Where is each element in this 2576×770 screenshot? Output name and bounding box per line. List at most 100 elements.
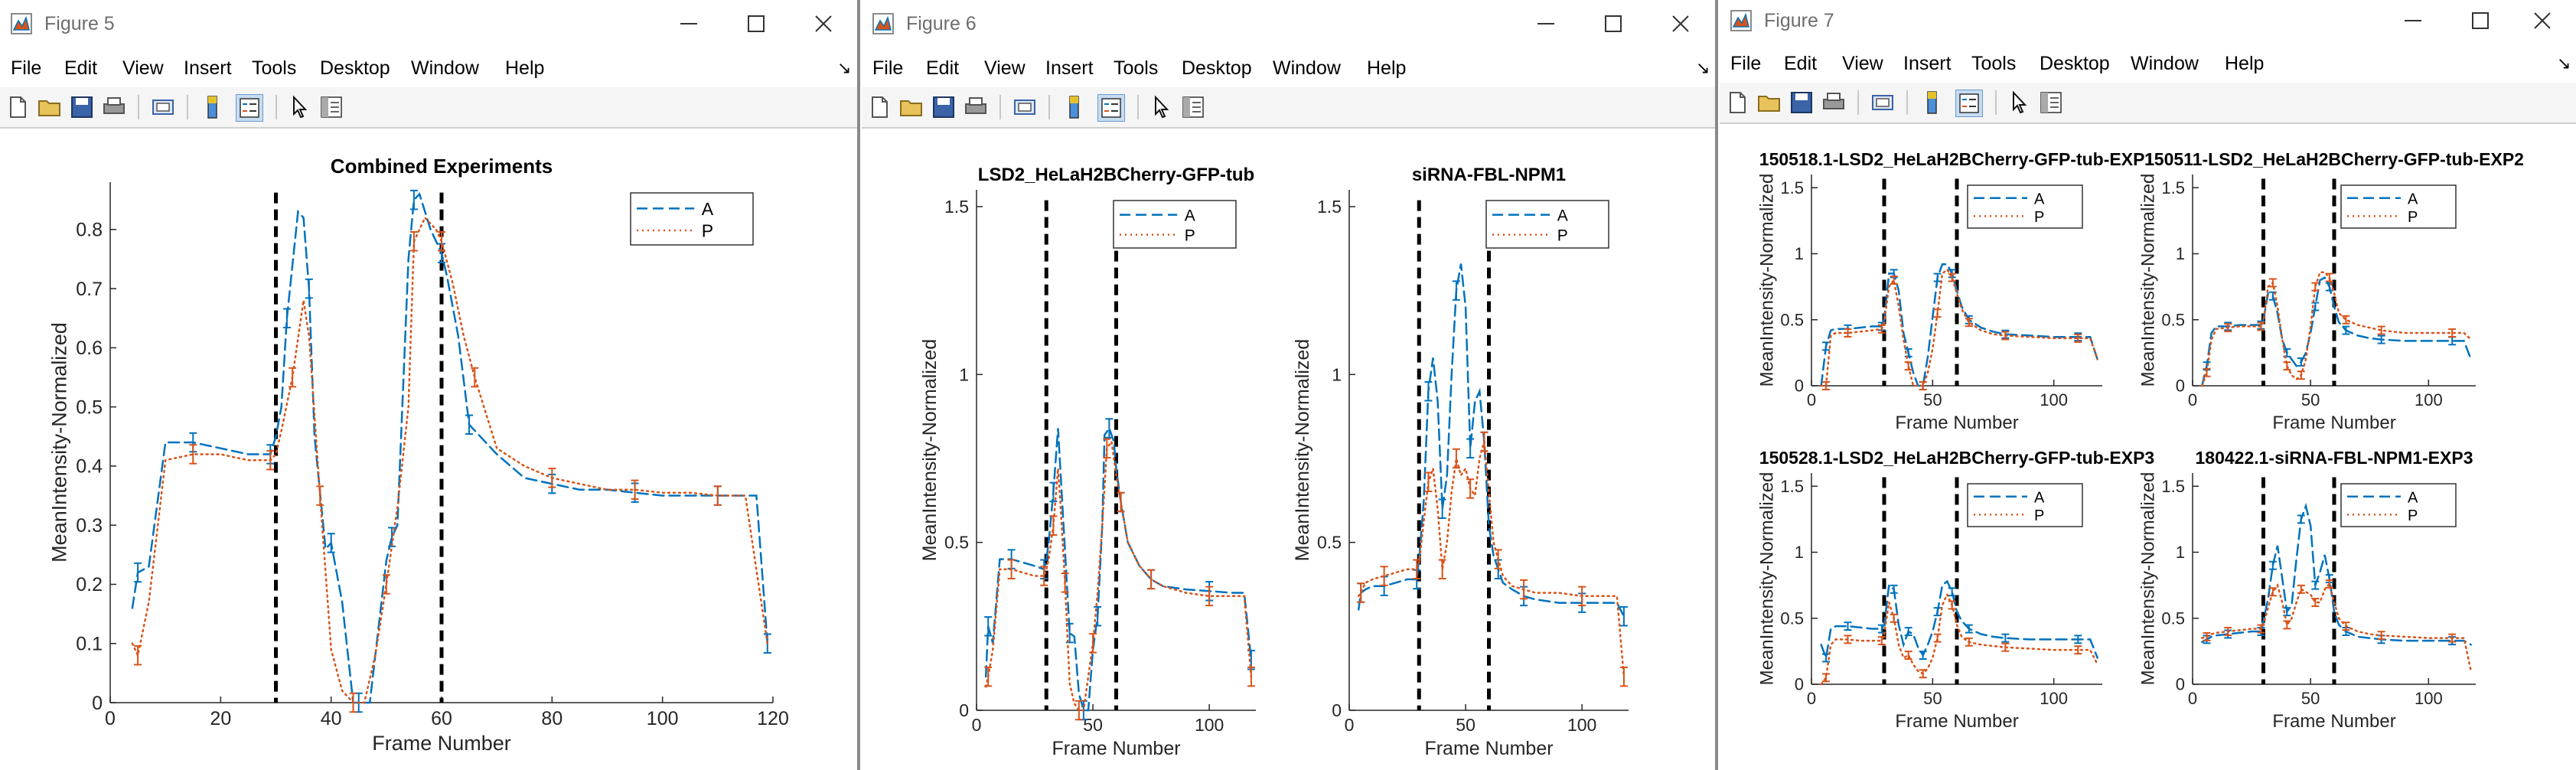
dock-arrow-icon[interactable]: ↘ (2557, 54, 2571, 73)
legend-icon[interactable] (1097, 94, 1125, 122)
figure-5-window: Figure 5 File Edit View Insert Tools Des… (0, 0, 857, 770)
property-inspector-icon[interactable] (2038, 90, 2064, 116)
series-line-P (2201, 271, 2473, 387)
menu-insert[interactable]: Insert (1903, 53, 1952, 74)
y-tick-label: 0.4 (76, 456, 103, 478)
print-preview-icon[interactable] (1012, 94, 1038, 120)
y-tick-label: 1 (1332, 364, 1342, 384)
menu-tools[interactable]: Tools (1971, 53, 2017, 74)
menu-help[interactable]: Help (2225, 53, 2265, 74)
edit-plot-icon[interactable] (2006, 90, 2032, 116)
menu-window[interactable]: Window (411, 57, 479, 79)
menu-edit[interactable]: Edit (64, 57, 98, 79)
close-icon (815, 15, 832, 32)
menu-insert[interactable]: Insert (184, 57, 232, 79)
menu-help[interactable]: Help (1367, 57, 1407, 79)
x-tick-label: 0 (105, 708, 116, 729)
menu-tools[interactable]: Tools (1114, 57, 1159, 79)
series-line-A (1357, 263, 1625, 618)
x-tick-label: 60 (431, 708, 452, 729)
y-axis-label: MeanIntensity-Normalized (2137, 472, 2158, 686)
print-preview-icon[interactable] (150, 94, 176, 120)
print-preview-icon[interactable] (1870, 90, 1896, 116)
save-icon[interactable] (931, 94, 957, 120)
menu-desktop[interactable]: Desktop (2040, 53, 2110, 74)
edit-plot-icon[interactable] (286, 94, 312, 120)
save-icon[interactable] (69, 94, 95, 120)
menu-edit[interactable]: Edit (1784, 53, 1818, 74)
menu-bar: File Edit View Insert Tools Desktop Wind… (0, 49, 857, 87)
dock-arrow-icon[interactable]: ↘ (837, 58, 852, 77)
menu-view[interactable]: View (984, 57, 1026, 79)
toolbar-separator (1995, 90, 1997, 115)
colorbar-icon[interactable] (199, 94, 225, 120)
colorbar-icon[interactable] (1919, 90, 1945, 116)
y-axis-label: MeanIntensity-Normalized (1756, 174, 1777, 387)
new-figure-icon[interactable] (5, 94, 31, 120)
open-file-icon[interactable] (37, 94, 63, 120)
minimize-button[interactable] (655, 0, 722, 47)
new-figure-icon[interactable] (866, 94, 892, 120)
series-line-P (131, 216, 769, 704)
menu-view[interactable]: View (122, 57, 164, 79)
series-line-A (2201, 276, 2473, 387)
new-figure-icon[interactable] (1724, 90, 1750, 116)
series-line-A (984, 426, 1253, 712)
legend-label: P (2408, 209, 2418, 226)
menu-file[interactable]: File (872, 57, 904, 79)
minimize-icon (1537, 23, 1554, 24)
print-icon[interactable] (101, 94, 127, 120)
series-line-P (1820, 592, 2098, 686)
toolbar-separator (1857, 90, 1859, 115)
menu-window[interactable]: Window (1273, 57, 1341, 79)
x-tick-label: 0 (972, 715, 982, 735)
maximize-button[interactable] (722, 0, 790, 47)
close-button[interactable] (790, 0, 857, 47)
menu-window[interactable]: Window (2131, 53, 2199, 74)
minimize-button[interactable] (1512, 0, 1580, 47)
figure-6-window: Figure 6 File Edit View Insert Tools Des… (862, 0, 1715, 770)
property-inspector-icon[interactable] (1180, 94, 1206, 120)
open-file-icon[interactable] (898, 94, 924, 120)
menu-desktop[interactable]: Desktop (1182, 57, 1252, 79)
window-title: Figure 7 (1764, 10, 1834, 31)
figure-canvas: 0 20 40 60 80 100 120 0 0.1 0.2 0.3 0.4 0.5 0.6 0.7 0.8… (0, 129, 857, 770)
menu-edit[interactable]: Edit (926, 57, 960, 79)
minimize-button[interactable] (2379, 0, 2447, 41)
axes-lsd2-helah2bcherry: 0 50 100 0 0.5 1 1.5 Frame Number MeanIntensity-… (919, 165, 1256, 759)
edit-plot-icon[interactable] (1148, 94, 1174, 120)
legend-icon[interactable] (1955, 90, 1983, 117)
menu-tools[interactable]: Tools (252, 57, 297, 79)
y-tick-label: 0.5 (1780, 608, 1804, 628)
close-icon (1672, 15, 1689, 32)
print-icon[interactable] (1821, 90, 1847, 116)
maximize-button[interactable] (1580, 0, 1647, 47)
menu-file[interactable]: File (11, 57, 42, 79)
axes-exp3: 0 50 100 0 0.5 1 1.5 Frame Number MeanIntensity-… (1756, 448, 2154, 732)
series-line-A (2201, 502, 2473, 646)
property-inspector-icon[interactable] (318, 94, 344, 120)
menu-view[interactable]: View (1842, 53, 1883, 74)
series-line-P (1820, 268, 2098, 387)
y-tick-label: 1 (2176, 543, 2185, 562)
maximize-button[interactable] (2447, 0, 2514, 41)
legend-label: P (2034, 507, 2044, 524)
y-axis-label: MeanIntensity-Normalized (1292, 339, 1313, 561)
maximize-icon (1605, 15, 1622, 32)
menu-help[interactable]: Help (505, 57, 545, 79)
print-icon[interactable] (963, 94, 989, 120)
window-title: Figure 5 (44, 13, 115, 34)
legend-icon[interactable] (236, 94, 263, 122)
dock-arrow-icon[interactable]: ↘ (1696, 58, 1710, 77)
y-tick-label: 0.7 (76, 279, 103, 300)
menu-insert[interactable]: Insert (1045, 57, 1094, 79)
legend-label: P (702, 221, 713, 241)
open-file-icon[interactable] (1756, 90, 1782, 116)
close-button[interactable] (1647, 0, 1714, 47)
save-icon[interactable] (1789, 90, 1815, 116)
menu-desktop[interactable]: Desktop (320, 57, 390, 79)
colorbar-icon[interactable] (1061, 94, 1087, 120)
close-button[interactable] (2509, 0, 2576, 41)
menu-file[interactable]: File (1730, 53, 1762, 74)
